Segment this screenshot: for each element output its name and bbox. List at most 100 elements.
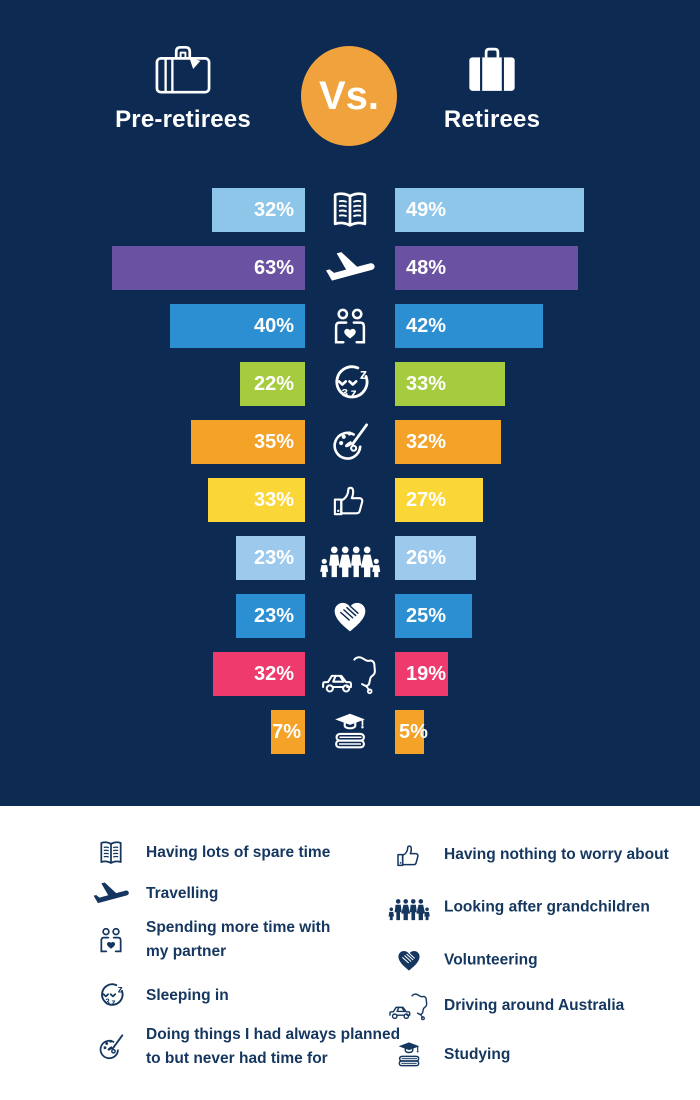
pre-retirees-zone: 22% [0,362,305,406]
legend-item: Studying [386,1039,510,1071]
family-icon [388,893,430,922]
retirees-title: Retirees [443,106,541,133]
pre-retirees-bar: 32% [213,652,305,696]
retirees-value: 33% [406,372,447,395]
sleeping-icon [325,359,375,409]
legend-label-line: Studying [444,1046,511,1063]
pre-retirees-bar: 23% [236,536,305,580]
plane-icon [90,879,132,909]
legend-label: Driving around Australia [444,994,624,1018]
legend-icon-box [88,879,134,909]
bar-row: 22% 33% [0,362,700,406]
legend-label: Having lots of spare time [146,841,330,865]
pre-retirees-header: Pre-retirees [113,42,253,134]
retirees-value: 32% [406,430,447,453]
bar-row: 40% 42% [0,304,700,348]
drive-australia-icon [319,650,381,698]
retirees-zone: 32% [395,420,700,464]
retirees-value: 48% [406,256,447,279]
legend-label-line: Volunteering [444,951,538,968]
legend-item: Driving around Australia [386,989,624,1023]
legend-panel: Having lots of spare time Travelling Spend… [0,806,700,1100]
bar-row: 32% 19% [0,652,700,696]
legend-icon-box [88,837,134,869]
pre-retirees-bar: 63% [112,246,305,290]
row-icon-zone [305,188,395,232]
legend-icon-box [88,979,134,1013]
legend-icon-box [88,1030,134,1064]
pre-retirees-zone: 33% [0,478,305,522]
retirees-bar: 49% [395,188,584,232]
legend-icon-box [88,924,134,956]
legend-item: Having lots of spare time [88,837,330,869]
pre-retirees-value: 7% [272,720,301,743]
bar-row: 35% 32% [0,420,700,464]
legend-label: Spending more time with my partner [146,916,330,964]
suitcase-solid-icon [463,42,521,98]
pre-retirees-bar: 35% [191,420,305,464]
legend-label: Sleeping in [146,984,229,1008]
pre-retirees-zone: 23% [0,536,305,580]
retirees-bar: 27% [395,478,483,522]
pre-retirees-value: 23% [253,604,294,627]
bar-row: 33% 27% [0,478,700,522]
retirees-bar: 5% [395,710,428,754]
book-icon [96,837,126,869]
sleeping-icon [94,979,128,1013]
retirees-bar: 42% [395,304,543,348]
legend-item: Having nothing to worry about [386,839,669,871]
book-icon [327,185,373,235]
pre-retirees-title: Pre-retirees [115,106,251,133]
legend-item: Doing things I had always planned to but … [88,1023,400,1071]
pre-retirees-value: 35% [253,430,294,453]
retirees-zone: 42% [395,304,700,348]
retirees-value: 49% [406,198,447,221]
retirees-zone: 5% [395,710,700,754]
pre-retirees-bar: 33% [208,478,305,522]
pre-retirees-value: 33% [253,488,294,511]
legend-icon-box [386,1039,432,1071]
pre-retirees-value: 32% [253,662,294,685]
legend-label-line: Driving around Australia [444,997,625,1014]
palette-icon [325,417,375,467]
retirees-bar: 32% [395,420,501,464]
couple-icon [327,303,373,349]
pre-retirees-value: 63% [253,256,294,279]
volunteer-heart-icon [326,595,374,637]
legend-label-line: Sleeping in [146,987,229,1004]
pre-retirees-value: 22% [253,372,294,395]
legend-label-line: Having nothing to worry about [444,846,669,863]
legend-label-line: my partner [146,943,227,960]
retirees-zone: 33% [395,362,700,406]
volunteer-heart-icon [393,946,425,975]
bar-row: 23% 25% [0,594,700,638]
bar-row: 23% 26% [0,536,700,580]
legend-label: Studying [444,1043,510,1067]
row-icon-zone [305,536,395,580]
vs-badge: Vs. [301,46,397,146]
palette-icon [94,1030,128,1064]
pre-retirees-zone: 35% [0,420,305,464]
row-icon-zone [305,362,395,406]
pre-retirees-value: 32% [253,198,294,221]
legend-label-line: to but never had time for [146,1050,328,1067]
legend-label-line: Doing things I had always planned [146,1026,401,1043]
legend-label: Looking after grandchildren [444,895,650,919]
legend-label: Doing things I had always planned to but … [146,1023,400,1071]
pre-retirees-bar: 22% [240,362,305,406]
drive-australia-icon [387,989,431,1023]
thumbs-up-icon [326,478,374,522]
row-icon-zone [305,478,395,522]
family-icon [319,537,381,579]
retirees-bar: 26% [395,536,476,580]
retirees-bar: 19% [395,652,448,696]
retirees-value: 27% [406,488,447,511]
suitcase-outline-icon [152,42,214,98]
bar-row: 7% 5% [0,710,700,754]
thumbs-up-icon [391,839,427,871]
legend-icon-box [386,893,432,922]
pre-retirees-zone: 32% [0,188,305,232]
legend-label-line: Spending more time with [146,919,331,936]
legend-label-line: Having lots of spare time [146,844,331,861]
